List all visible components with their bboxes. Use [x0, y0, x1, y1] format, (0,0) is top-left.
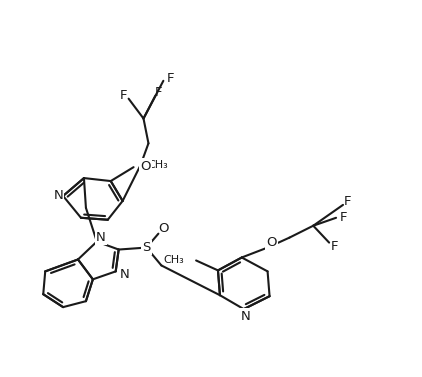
Text: CH₃: CH₃	[163, 256, 184, 265]
Text: F: F	[339, 211, 347, 224]
Text: O: O	[158, 222, 169, 235]
Text: O: O	[140, 160, 151, 173]
Text: F: F	[120, 89, 127, 102]
Text: CH₃: CH₃	[147, 160, 168, 170]
Text: S: S	[142, 241, 151, 254]
Text: F: F	[330, 240, 338, 253]
Text: N: N	[120, 268, 130, 281]
Text: F: F	[154, 86, 162, 99]
Text: F: F	[344, 195, 352, 208]
Text: N: N	[96, 231, 106, 244]
Text: O: O	[266, 236, 277, 249]
Text: N: N	[53, 190, 63, 202]
Text: N: N	[241, 310, 251, 323]
Text: F: F	[167, 72, 174, 85]
